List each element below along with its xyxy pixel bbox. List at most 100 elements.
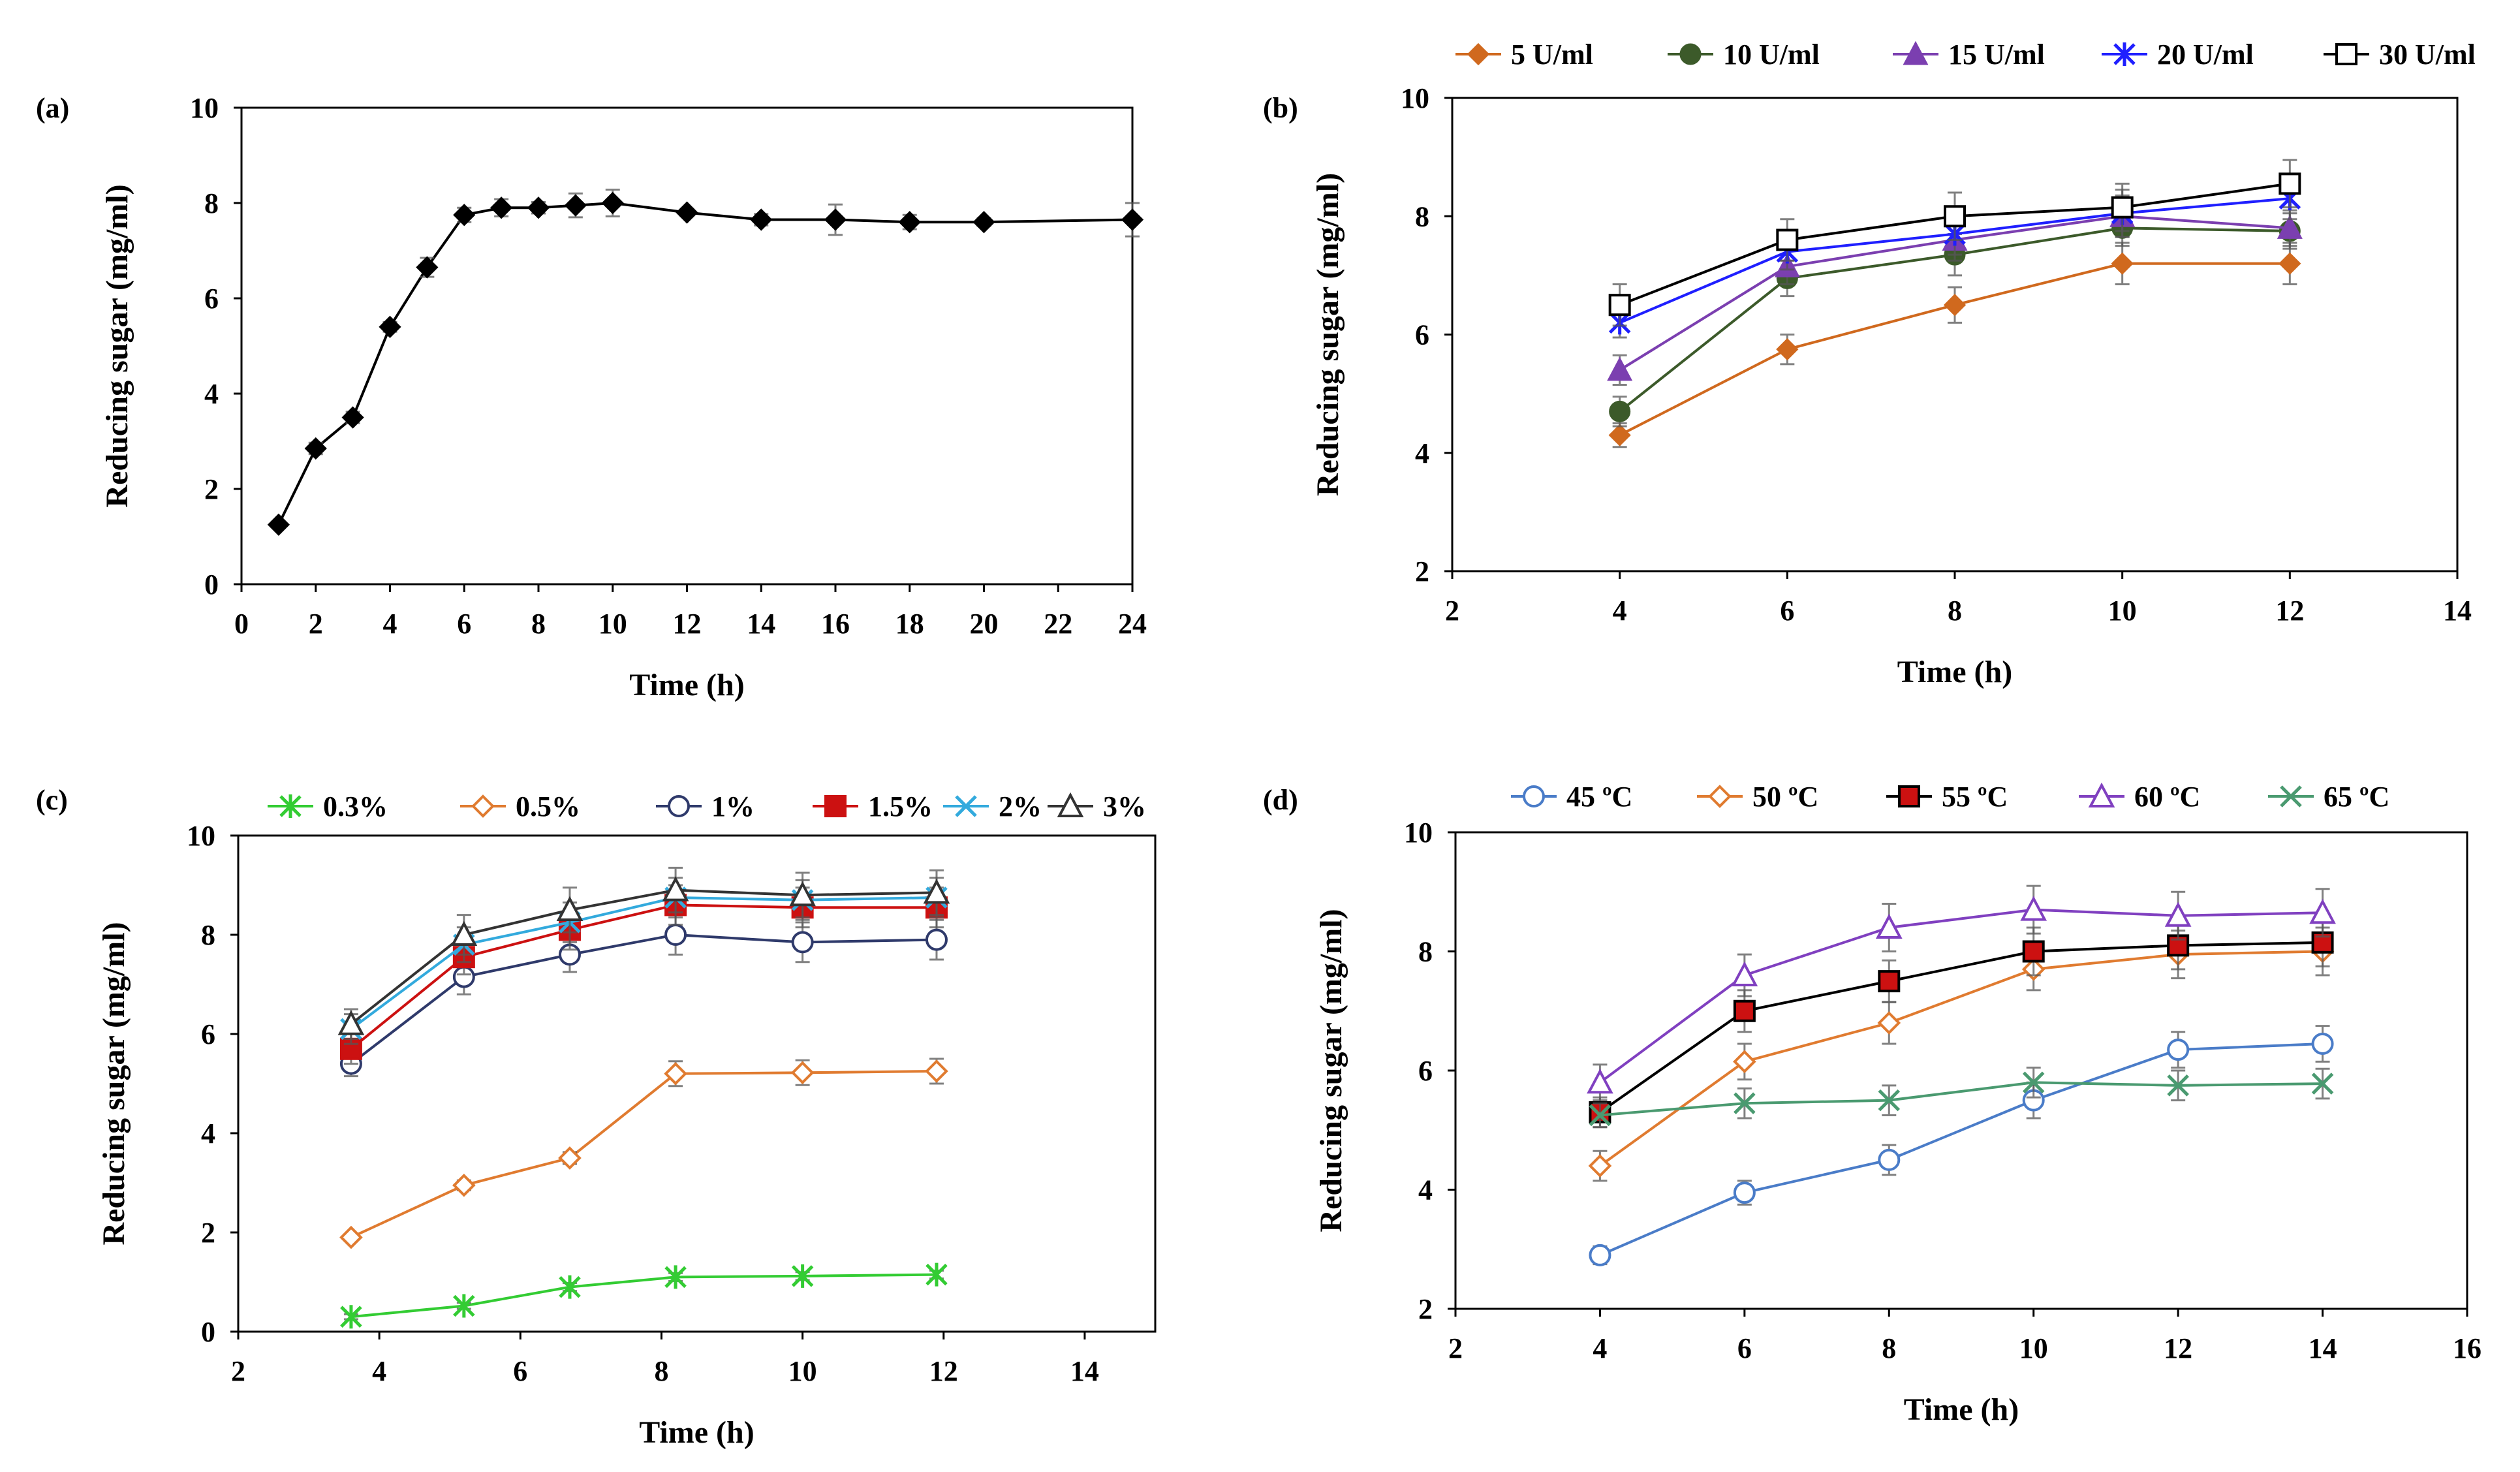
data-point xyxy=(923,879,950,904)
legend-label: 45 ºC xyxy=(1566,781,1632,813)
series-5-u-ml xyxy=(1608,242,2301,448)
y-tick-label: 10 xyxy=(190,92,219,124)
data-point xyxy=(601,191,624,215)
legend-label: 3% xyxy=(1103,791,1146,822)
legend-marker xyxy=(279,794,302,818)
data-point xyxy=(2311,1073,2334,1095)
x-tick-label: 14 xyxy=(747,608,775,640)
data-point xyxy=(898,211,921,234)
series-line xyxy=(1600,1081,2323,1117)
y-tick-label: 6 xyxy=(204,283,219,315)
y-tick-label: 2 xyxy=(204,473,219,505)
data-point xyxy=(1731,961,1758,986)
data-point xyxy=(1734,1092,1756,1114)
x-tick-label: 2 xyxy=(231,1355,245,1387)
data-point xyxy=(2111,196,2134,219)
plot-frame xyxy=(1454,831,2468,1310)
y-tick-label: 6 xyxy=(201,1018,215,1050)
legend-marker xyxy=(955,795,977,817)
series-line xyxy=(1599,950,2323,1167)
data-point xyxy=(1776,338,1799,361)
series-line xyxy=(350,1273,937,1319)
legend-label: 65 ºC xyxy=(2324,781,2389,813)
legend-label: 20 U/ml xyxy=(2157,39,2254,70)
x-tick-label: 16 xyxy=(2453,1332,2481,1364)
data-point xyxy=(379,315,401,338)
data-point xyxy=(1877,1011,1901,1035)
legend-item: 3% xyxy=(1048,791,1146,822)
data-point xyxy=(791,931,814,954)
legend-label: 15 U/ml xyxy=(1948,39,2045,70)
data-point xyxy=(556,896,583,921)
y-tick-label: 6 xyxy=(1418,1055,1433,1087)
series-line xyxy=(350,1070,937,1239)
data-point xyxy=(925,1059,948,1083)
x-tick-label: 4 xyxy=(1593,1332,1607,1364)
x-tick-label: 16 xyxy=(821,608,850,640)
legend-label: 60 ºC xyxy=(2134,781,2200,813)
legend-item: 5 U/ml xyxy=(1455,39,1593,70)
data-point xyxy=(2164,901,2192,927)
x-tick-label: 8 xyxy=(1948,595,1962,627)
y-tick-label: 8 xyxy=(201,919,215,951)
legend-item: 60 ºC xyxy=(2079,781,2200,813)
data-point xyxy=(2309,898,2336,924)
data-point xyxy=(2277,215,2303,239)
x-axis-title: Time (h) xyxy=(1904,1392,2019,1427)
data-point xyxy=(304,437,327,460)
legend-marker xyxy=(2088,782,2115,807)
data-point xyxy=(267,513,290,536)
legend-label: 0.3% xyxy=(323,791,388,822)
y-tick-label: 4 xyxy=(201,1118,215,1150)
x-tick-label: 6 xyxy=(513,1355,527,1387)
x-tick-label: 10 xyxy=(2019,1332,2048,1364)
y-tick-label: 4 xyxy=(1415,437,1429,469)
legend-marker xyxy=(1903,40,1929,65)
data-point xyxy=(1607,356,1633,381)
x-tick-label: 14 xyxy=(2309,1332,2337,1364)
legend-marker xyxy=(2113,42,2136,66)
legend-label: 55 ºC xyxy=(1942,781,2008,813)
legend-marker xyxy=(1467,42,1490,66)
y-axis-title: Reducing sugar (mg/ml) xyxy=(1314,909,1348,1232)
data-point xyxy=(558,1146,582,1170)
legend-marker xyxy=(1679,43,1702,65)
data-point xyxy=(416,256,439,279)
y-tick-label: 10 xyxy=(1404,817,1433,849)
series-line xyxy=(350,933,937,1065)
data-point xyxy=(1608,424,1631,446)
x-tick-label: 2 xyxy=(309,608,323,640)
y-axis-title: Reducing sugar (mg/ml) xyxy=(100,184,134,507)
x-tick-label: 10 xyxy=(599,608,627,640)
y-tick-label: 4 xyxy=(1418,1174,1433,1206)
data-point xyxy=(664,1061,687,1086)
series-line xyxy=(1599,908,2323,1084)
legend: 0.3% 0.5% 1% 1.5% 2% 3% xyxy=(268,791,1146,822)
x-tick-label: 18 xyxy=(895,608,924,640)
legend-label: 50 ºC xyxy=(1752,781,1818,813)
legend-marker xyxy=(2280,785,2302,807)
data-point xyxy=(1878,1148,1901,1171)
y-tick-label: 8 xyxy=(204,187,219,219)
x-tick-label: 12 xyxy=(673,608,702,640)
legend-item: 2% xyxy=(943,791,1042,822)
series-0-5- xyxy=(339,1057,948,1249)
legend-label: 10 U/ml xyxy=(1723,39,1820,70)
legend-marker xyxy=(1708,785,1732,808)
data-point xyxy=(1733,999,1756,1022)
legend-item: 1% xyxy=(656,791,754,822)
data-point xyxy=(2111,252,2134,275)
legend-item: 1.5% xyxy=(813,791,933,822)
legend: 45 ºC 50 ºC 55 ºC 60 ºC 65 ºC xyxy=(1511,781,2389,813)
x-tick-label: 0 xyxy=(234,608,249,640)
x-tick-label: 20 xyxy=(970,608,999,640)
x-tick-label: 12 xyxy=(2275,595,2304,627)
data-point xyxy=(1589,1244,1611,1266)
y-tick-label: 8 xyxy=(1418,936,1433,968)
series-line xyxy=(350,903,937,1050)
series-main xyxy=(267,189,1144,536)
data-point xyxy=(453,1294,475,1318)
x-tick-label: 6 xyxy=(457,608,471,640)
